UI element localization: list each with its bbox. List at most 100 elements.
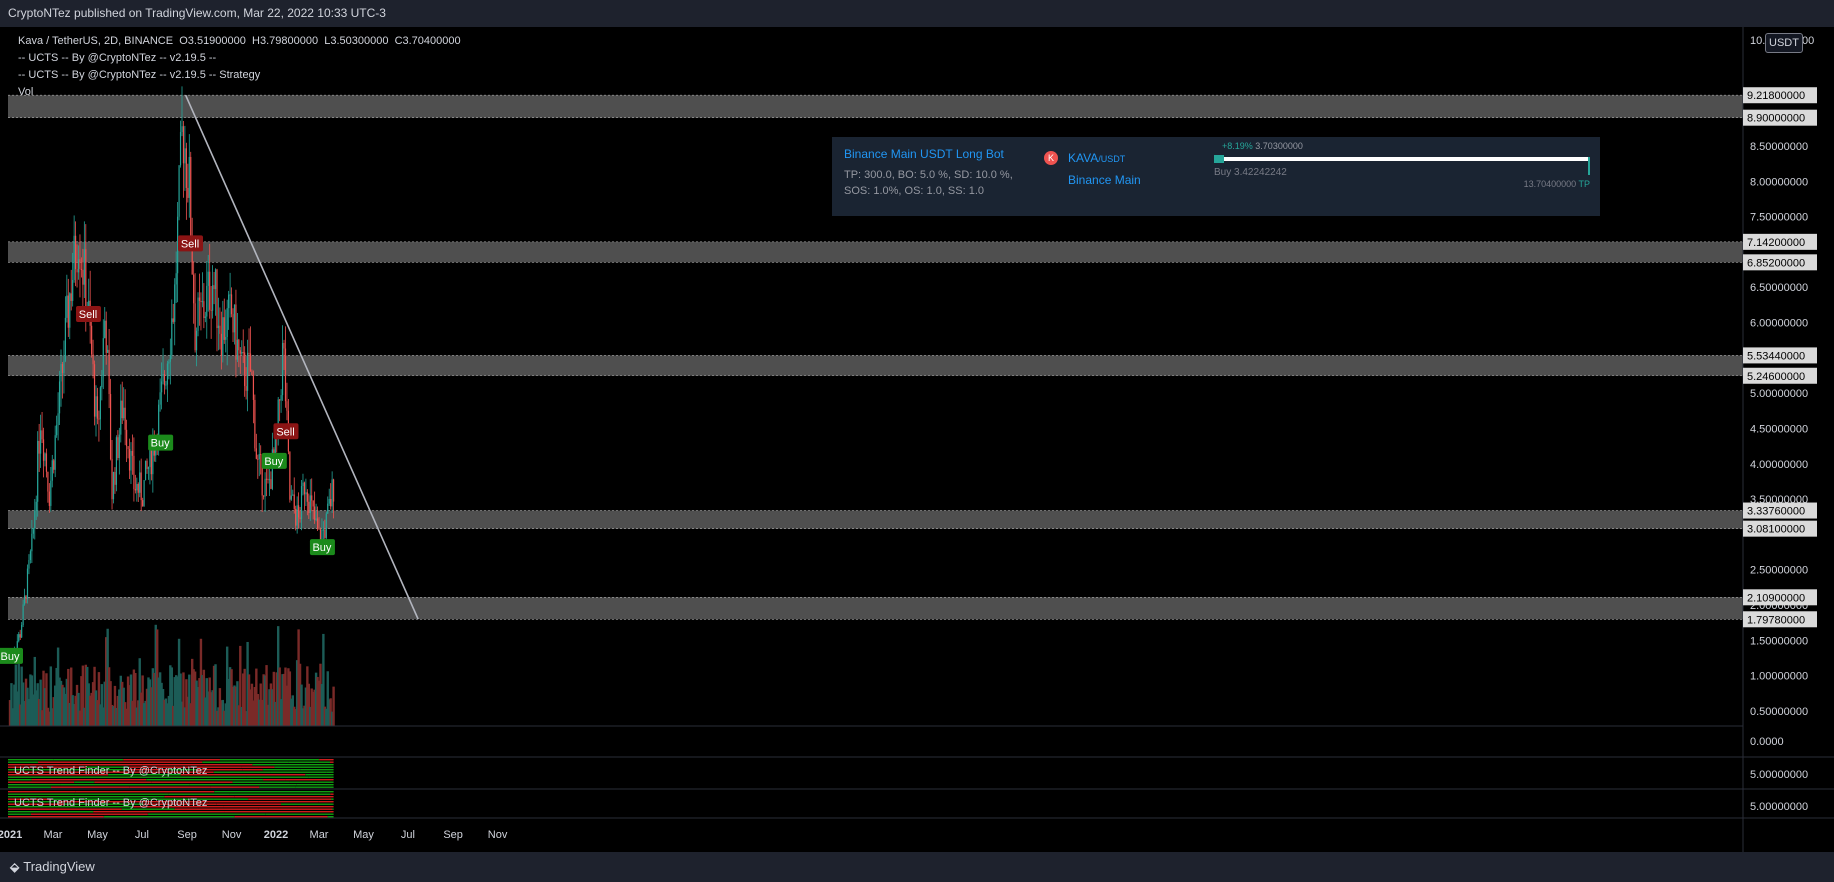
volume-bar bbox=[304, 687, 308, 726]
trend-finder-stripe bbox=[123, 813, 148, 815]
candle-body bbox=[198, 297, 201, 301]
candle-body bbox=[171, 318, 173, 356]
volume-bar bbox=[191, 658, 194, 726]
volume-bar bbox=[128, 685, 131, 726]
volume-bar bbox=[33, 656, 36, 726]
volume-bar bbox=[62, 687, 66, 726]
candle-body bbox=[284, 348, 287, 402]
candle-body bbox=[25, 595, 27, 600]
volume-bar bbox=[81, 665, 85, 726]
volume-bar bbox=[21, 682, 25, 726]
candle-body bbox=[66, 295, 68, 318]
candle-body bbox=[190, 156, 192, 239]
volume-bar bbox=[256, 694, 259, 726]
trend-finder-stripe bbox=[289, 781, 317, 783]
volume-bar bbox=[129, 674, 133, 726]
brand-name[interactable]: TradingView bbox=[23, 859, 95, 874]
footer-bar: ⬙ TradingView bbox=[0, 852, 1834, 882]
price-tick-label: 7.50000000 bbox=[1750, 212, 1808, 224]
candle-body bbox=[302, 482, 304, 487]
candle-body bbox=[330, 498, 332, 507]
volume-bar bbox=[244, 711, 248, 726]
signal-sell-label: Sell bbox=[181, 238, 199, 250]
trend-finder-label: UCTS Trend Finder -- By @CryptoNTez bbox=[14, 797, 207, 809]
currency-unit-button[interactable]: USDT bbox=[1765, 33, 1803, 53]
symbol-label[interactable]: Kava / TetherUS, 2D, BINANCE bbox=[18, 35, 174, 47]
volume-bar bbox=[298, 663, 302, 726]
trend-finder-stripe bbox=[216, 803, 281, 805]
volume-bar bbox=[239, 645, 242, 726]
time-axis[interactable]: 2021 Mar May Jul Sep Nov 2022 Mar May Jul Sep Nov bbox=[0, 829, 508, 841]
candle-body bbox=[38, 440, 40, 454]
candle-body bbox=[146, 460, 148, 469]
volume-bar bbox=[170, 667, 173, 726]
candle-body bbox=[174, 284, 176, 322]
candle-body bbox=[290, 495, 292, 500]
zone-label-bg bbox=[1743, 233, 1817, 250]
candle-body bbox=[111, 459, 113, 500]
tp-label: TP bbox=[1578, 179, 1590, 189]
volume-bar bbox=[233, 685, 236, 726]
volume-bar bbox=[225, 646, 229, 726]
volume-bar bbox=[113, 685, 117, 726]
signal-sell-bg bbox=[273, 423, 299, 440]
candle-body bbox=[74, 235, 77, 270]
zone-label-bg bbox=[1743, 347, 1817, 364]
tradingview-logo-icon[interactable]: ⬙ bbox=[10, 860, 20, 874]
candle-body bbox=[48, 491, 50, 506]
volume-bar bbox=[20, 666, 23, 726]
volume-bar bbox=[16, 691, 19, 726]
trend-finder-stripe bbox=[129, 786, 211, 788]
candle-body bbox=[228, 294, 230, 309]
volume-bar bbox=[126, 676, 130, 726]
candle-body bbox=[293, 494, 295, 509]
candle-body bbox=[248, 352, 250, 354]
volume-bar bbox=[220, 700, 223, 726]
trend-finder-stripe bbox=[259, 786, 296, 788]
volume-bar bbox=[77, 692, 80, 726]
volume-bar bbox=[14, 664, 18, 726]
progress-end-marker bbox=[1588, 157, 1590, 175]
candle-body bbox=[160, 381, 163, 393]
trend-finder-stripe bbox=[147, 813, 266, 815]
bot-change: +8.19% 3.70300000 bbox=[1222, 141, 1303, 151]
volume-bar bbox=[96, 700, 99, 726]
indicator-legend-2[interactable]: -- UCTS -- By @CryptoNTez -- v2.19.5 -- … bbox=[18, 69, 261, 81]
volume-bar bbox=[227, 678, 230, 726]
trend-finder-stripe bbox=[8, 774, 109, 776]
trend-finder-stripe bbox=[285, 779, 334, 781]
volume-bar bbox=[234, 686, 238, 726]
price-tick-label: 5.00000000 bbox=[1750, 388, 1808, 400]
volume-bar bbox=[123, 702, 127, 726]
volume-bar bbox=[112, 706, 115, 726]
volume-bar bbox=[177, 638, 181, 726]
volume-bar bbox=[78, 710, 82, 726]
trend-finder-stripe bbox=[174, 808, 259, 810]
volume-bar bbox=[48, 711, 51, 726]
volume-bar bbox=[291, 695, 294, 726]
volume-bar bbox=[186, 696, 190, 726]
candle-body bbox=[142, 500, 144, 507]
candle-body bbox=[209, 271, 211, 310]
price-tick-label: 8.50000000 bbox=[1750, 141, 1808, 153]
indicator-legend-1[interactable]: -- UCTS -- By @CryptoNTez -- v2.19.5 -- bbox=[18, 52, 217, 64]
volume-bar bbox=[102, 707, 105, 726]
volume-bar bbox=[332, 686, 335, 726]
volume-bar bbox=[100, 684, 104, 726]
candle-body bbox=[99, 387, 101, 420]
volume-bar bbox=[212, 665, 216, 726]
price-axis[interactable]: 10.000000008.500000008.000000007.5000000… bbox=[1750, 35, 1814, 748]
volume-legend[interactable]: Vol bbox=[18, 86, 34, 98]
price-tick-label: 6.50000000 bbox=[1750, 282, 1808, 294]
time-tick-label: Jul bbox=[135, 829, 149, 841]
trend-finder-stripe bbox=[60, 784, 190, 786]
candle-body bbox=[57, 413, 59, 426]
candle-body bbox=[159, 392, 161, 405]
volume-bar bbox=[67, 668, 70, 726]
candle-body bbox=[41, 430, 43, 440]
candle-body bbox=[210, 309, 212, 311]
volume-bar bbox=[36, 683, 39, 726]
candle-body bbox=[319, 529, 322, 544]
trendline[interactable] bbox=[184, 94, 419, 620]
candle-body bbox=[216, 269, 218, 329]
